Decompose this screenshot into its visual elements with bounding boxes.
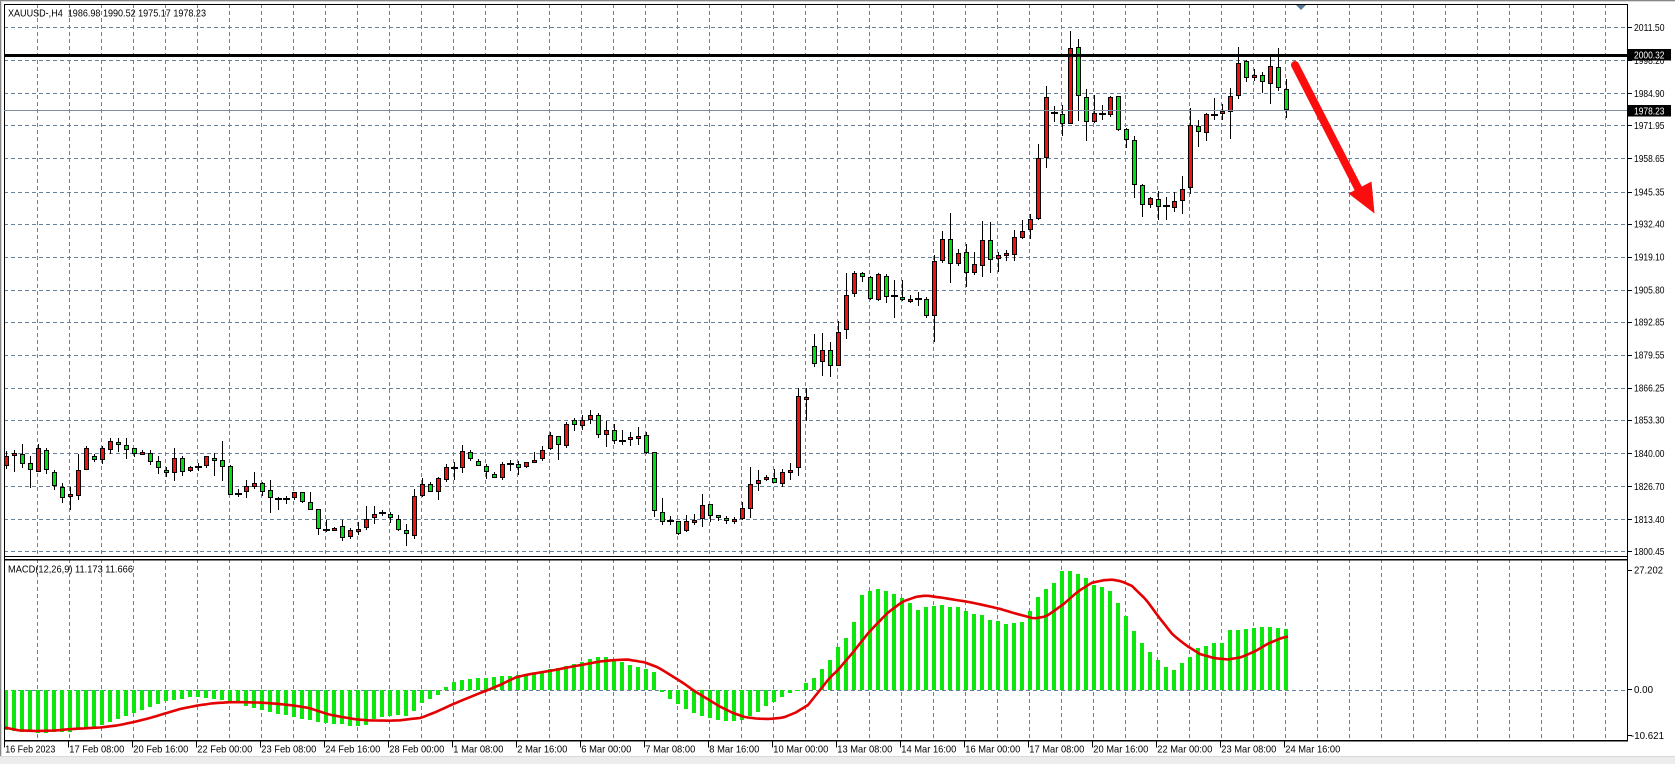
- svg-text:14 Mar 16:00: 14 Mar 16:00: [901, 744, 956, 756]
- svg-text:23 Mar 08:00: 23 Mar 08:00: [1221, 744, 1276, 756]
- svg-text:2000.32: 2000.32: [1634, 50, 1665, 62]
- svg-text:1866.25: 1866.25: [1634, 383, 1665, 395]
- svg-text:22 Mar 00:00: 22 Mar 00:00: [1157, 744, 1212, 756]
- svg-text:1800.45: 1800.45: [1634, 546, 1665, 558]
- svg-text:16 Feb 2023: 16 Feb 2023: [5, 744, 55, 756]
- svg-text:1813.40: 1813.40: [1634, 514, 1665, 526]
- svg-text:17 Feb 08:00: 17 Feb 08:00: [69, 744, 124, 756]
- svg-text:0.00: 0.00: [1634, 684, 1653, 696]
- svg-text:24 Feb 16:00: 24 Feb 16:00: [325, 744, 380, 756]
- svg-text:6 Mar 00:00: 6 Mar 00:00: [581, 744, 631, 756]
- svg-text:1 Mar 08:00: 1 Mar 08:00: [453, 744, 503, 756]
- svg-text:13 Mar 08:00: 13 Mar 08:00: [837, 744, 892, 756]
- svg-text:7 Mar 08:00: 7 Mar 08:00: [645, 744, 695, 756]
- svg-text:20 Mar 16:00: 20 Mar 16:00: [1093, 744, 1148, 756]
- svg-text:17 Mar 08:00: 17 Mar 08:00: [1029, 744, 1084, 756]
- svg-text:10 Mar 00:00: 10 Mar 00:00: [773, 744, 828, 756]
- svg-text:1978.23: 1978.23: [1634, 106, 1665, 118]
- svg-text:XAUUSD-,H4 1986.98 1990.52 19: XAUUSD-,H4 1986.98 1990.52 1975.17 1978.…: [8, 8, 206, 20]
- svg-text:1840.00: 1840.00: [1634, 448, 1665, 460]
- svg-text:1826.70: 1826.70: [1634, 481, 1665, 493]
- svg-text:1945.35: 1945.35: [1634, 186, 1665, 198]
- svg-text:22 Feb 00:00: 22 Feb 00:00: [197, 744, 252, 756]
- svg-text:1879.55: 1879.55: [1634, 350, 1665, 362]
- svg-text:1958.65: 1958.65: [1634, 153, 1665, 165]
- svg-text:1919.10: 1919.10: [1634, 251, 1665, 263]
- svg-text:20 Feb 16:00: 20 Feb 16:00: [133, 744, 188, 756]
- svg-text:2 Mar 16:00: 2 Mar 16:00: [517, 744, 567, 756]
- svg-text:16 Mar 00:00: 16 Mar 00:00: [965, 744, 1020, 756]
- svg-text:2011.50: 2011.50: [1634, 22, 1665, 34]
- svg-text:MACD(12,26,9) 11.173 11.666: MACD(12,26,9) 11.173 11.666: [8, 564, 133, 576]
- svg-text:23 Feb 08:00: 23 Feb 08:00: [261, 744, 316, 756]
- svg-text:1892.85: 1892.85: [1634, 317, 1665, 329]
- svg-text:1971.95: 1971.95: [1634, 120, 1665, 132]
- svg-text:27.202: 27.202: [1634, 565, 1663, 577]
- svg-text:8 Mar 16:00: 8 Mar 16:00: [709, 744, 759, 756]
- svg-text:1932.40: 1932.40: [1634, 218, 1665, 230]
- svg-text:28 Feb 00:00: 28 Feb 00:00: [389, 744, 444, 756]
- svg-text:24 Mar 16:00: 24 Mar 16:00: [1285, 744, 1340, 756]
- svg-text:-10.621: -10.621: [1631, 730, 1664, 742]
- svg-text:1905.80: 1905.80: [1634, 284, 1665, 296]
- svg-text:1984.90: 1984.90: [1634, 88, 1665, 100]
- svg-text:1853.30: 1853.30: [1634, 415, 1665, 427]
